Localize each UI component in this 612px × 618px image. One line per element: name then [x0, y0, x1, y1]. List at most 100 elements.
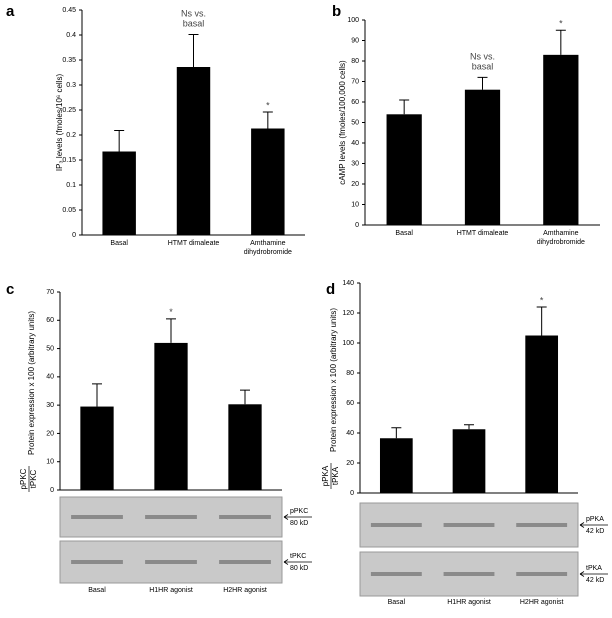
blot-size: 42 kD	[586, 577, 604, 584]
x-tick-label: Amthamine dihydrobromide	[244, 240, 292, 256]
blot-band	[71, 560, 123, 564]
bar	[176, 67, 211, 235]
y-tick-label: 100	[347, 17, 359, 24]
y-label: Protein expression x 100 (arbitrary unit…	[27, 311, 36, 455]
blot-band	[219, 560, 271, 564]
y-tick-label: 40	[346, 430, 354, 437]
x-tick-label: Basal	[110, 240, 128, 247]
bar	[386, 114, 422, 225]
blot-arrow	[579, 571, 608, 577]
bar	[464, 89, 501, 225]
blot-band	[516, 572, 568, 576]
error-bar	[92, 383, 102, 407]
panel-letter: d	[326, 281, 335, 298]
y-tick-label: 0.1	[66, 182, 76, 189]
y-label: cAMP levels (fmoles/100,000 cells)	[338, 60, 347, 185]
blot-band	[370, 523, 422, 527]
x-tick-label: Basal	[88, 587, 106, 594]
y-tick-label: 0.15	[62, 157, 76, 164]
error-bar	[262, 111, 273, 129]
y-label: IP₃ levels (fmoles/10⁶ cells)	[55, 74, 64, 172]
y-tick-label: 0.2	[66, 132, 76, 139]
y-label-denominator: tPKA	[331, 466, 340, 485]
blot-arrow	[283, 514, 312, 520]
blot-band	[219, 515, 271, 519]
blot-band	[516, 523, 568, 527]
y-tick-label: 80	[351, 58, 359, 65]
y-tick-label: 0.45	[62, 7, 76, 14]
y-tick-label: 0.35	[62, 57, 76, 64]
y-label-numerator: pPKC	[19, 468, 28, 489]
y-label-denominator: tPKC	[29, 469, 38, 488]
y-tick-label: 30	[46, 402, 54, 409]
y-tick-label: 20	[351, 181, 359, 188]
x-tick-label: H2HR agonist	[520, 599, 564, 606]
blot-size: 80 kD	[290, 565, 308, 572]
bar	[452, 429, 486, 493]
bar	[379, 438, 413, 493]
y-tick-label: 10	[351, 201, 359, 208]
y-tick-label: 0	[355, 222, 359, 229]
error-bar	[240, 389, 250, 405]
y-label-numerator: pPKA	[321, 465, 330, 486]
x-tick-label: Basal	[388, 599, 406, 606]
y-tick-label: 80	[346, 370, 354, 377]
y-tick-label: 70	[351, 78, 359, 85]
y-tick-label: 70	[46, 289, 54, 296]
y-tick-label: 60	[46, 317, 54, 324]
y-tick-label: 50	[46, 345, 54, 352]
y-tick-label: 10	[46, 459, 54, 466]
blot-size: 42 kD	[586, 528, 604, 535]
annotation: *	[266, 100, 270, 110]
blot-name: tPKA	[586, 565, 602, 572]
y-tick-label: 120	[342, 310, 354, 317]
error-bar	[114, 130, 125, 152]
error-bar	[391, 427, 402, 439]
x-tick-label: HTMT dimaleate	[168, 240, 220, 247]
blot-band	[145, 515, 197, 519]
y-tick-label: 0.3	[66, 82, 76, 89]
annotation: *	[540, 295, 544, 305]
y-tick-label: 0	[50, 487, 54, 494]
blot-band	[443, 523, 495, 527]
blot-size: 80 kD	[290, 520, 308, 527]
y-tick-label: 40	[351, 140, 359, 147]
y-label: Protein expression x 100 (arbitrary unit…	[329, 308, 338, 452]
panel-letter: b	[332, 3, 341, 20]
annotation: *	[559, 19, 563, 29]
y-tick-label: 20	[346, 460, 354, 467]
x-tick-label: H1HR agonist	[447, 599, 491, 606]
blot-band	[443, 572, 495, 576]
blot-arrow	[579, 522, 608, 528]
y-tick-label: 0	[350, 490, 354, 497]
blot-band	[370, 572, 422, 576]
y-tick-label: 0.25	[62, 107, 76, 114]
blot-arrow	[283, 559, 312, 565]
y-tick-label: 60	[346, 400, 354, 407]
y-tick-label: 60	[351, 99, 359, 106]
bar	[251, 128, 285, 235]
x-tick-label: Amthamine dihydrobromide	[537, 230, 585, 246]
error-bar	[464, 424, 474, 430]
y-tick-label: 90	[351, 37, 359, 44]
y-tick-label: 100	[342, 340, 354, 347]
x-tick-label: Basal	[395, 230, 413, 237]
blot-band	[145, 560, 197, 564]
bar	[543, 54, 579, 225]
panel-letter: c	[6, 281, 14, 298]
blot-name: pPKA	[586, 516, 604, 523]
error-bar	[399, 99, 410, 115]
y-tick-label: 140	[342, 280, 354, 287]
x-tick-label: H2HR agonist	[223, 587, 267, 594]
error-bar	[166, 318, 176, 343]
panel-letter: a	[6, 3, 15, 20]
y-tick-label: 50	[351, 119, 359, 126]
bar	[228, 404, 262, 490]
error-bar	[188, 34, 199, 67]
y-tick-label: 30	[351, 160, 359, 167]
y-tick-label: 20	[46, 430, 54, 437]
error-bar	[555, 29, 566, 55]
x-tick-label: H1HR agonist	[149, 587, 193, 594]
y-tick-label: 0.05	[62, 207, 76, 214]
error-bar	[536, 306, 547, 336]
